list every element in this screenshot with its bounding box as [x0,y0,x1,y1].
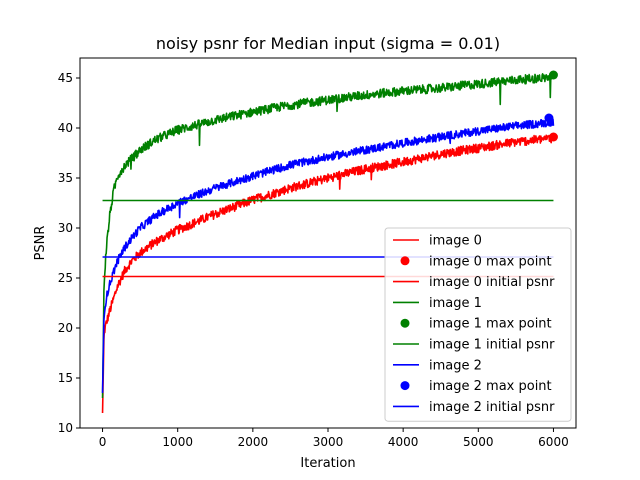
x-axis-label: Iteration [300,456,355,471]
x-tick-label: 2000 [238,435,269,449]
legend-entry-label: image 1 max point [429,317,552,332]
series-line-image-1 [101,72,555,399]
legend-entry-label: image 0 [429,234,482,249]
legend-marker-point [400,318,410,328]
y-tick-label: 20 [58,321,73,335]
y-tick-label: 40 [58,121,73,135]
x-tick-label: 5000 [463,435,494,449]
y-tick-label: 10 [58,421,73,435]
x-tick-label: 3000 [313,435,344,449]
legend-entry-label: image 1 initial psnr [429,338,555,353]
x-tick-label: 1000 [162,435,193,449]
plot-frame [79,57,577,429]
max-point-image-1 [548,70,558,80]
x-tick-label: 0 [99,435,107,449]
max-point-image-2 [544,113,554,123]
axis-ticks: 0 1000 2000 3000 4000 5000 6000 10 15 20 25 30 35 40 4… [58,71,569,449]
legend-marker-point [400,256,410,266]
x-tick-label: 4000 [388,435,419,449]
y-tick-label: 25 [58,271,73,285]
legend-entry-label: image 2 max point [429,379,552,394]
plot-lines [101,70,558,414]
chart-title: noisy psnr for Median input (sigma = 0.0… [156,34,500,53]
y-tick-label: 30 [58,221,73,235]
max-point-image-0 [548,132,558,142]
legend-entry-label: image 0 initial psnr [429,275,555,290]
series-line-image-2 [101,118,555,394]
x-tick-label: 6000 [538,435,569,449]
legend-box [384,227,572,422]
y-tick-label: 15 [58,371,73,385]
legend-entry-label: image 0 max point [429,254,552,269]
legend-entry-label: image 2 initial psnr [429,400,555,415]
y-axis-label: PSNR [33,226,48,261]
series-line-image-0 [101,134,554,414]
legend-entry-label: image 2 [429,358,482,373]
y-tick-label: 45 [58,71,73,85]
legend: image 0 image 0 max point image 0 initial … [384,227,572,422]
legend-entry-label: image 1 [429,296,482,311]
y-tick-label: 35 [58,171,73,185]
legend-marker-point [400,381,410,391]
